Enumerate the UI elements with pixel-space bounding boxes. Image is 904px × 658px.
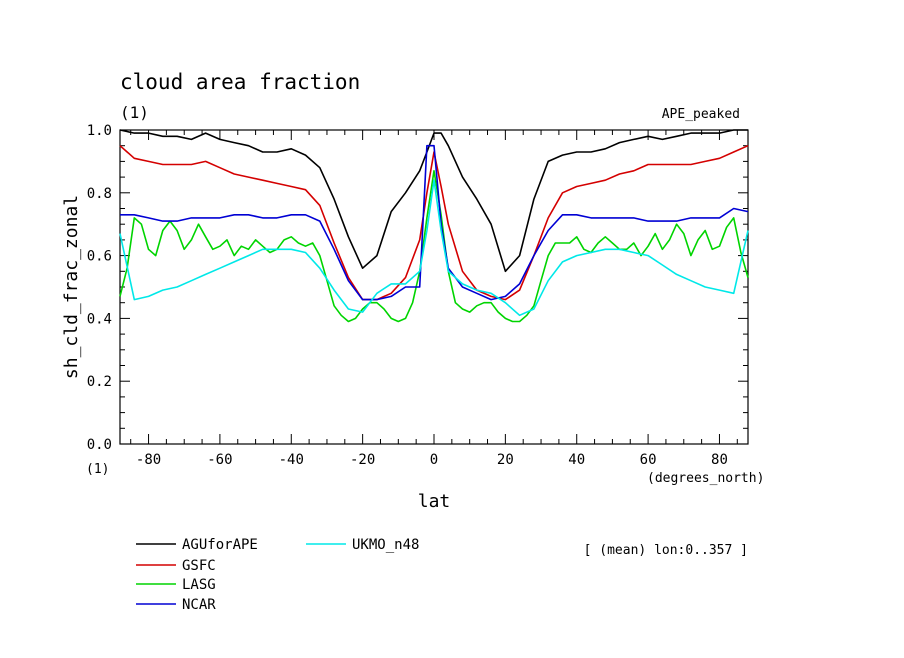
x-units-label: (degrees_north): [647, 471, 764, 486]
legend-label: LASG: [182, 577, 216, 593]
x-tick-label: 40: [568, 452, 585, 468]
y-tick-label: 0.6: [87, 249, 112, 265]
x-tick-label: 80: [711, 452, 728, 468]
y-tick-label: 0.4: [87, 311, 112, 327]
y-tick-label: 0.2: [87, 374, 112, 390]
experiment-label: APE_peaked: [662, 107, 740, 122]
units-label: (1): [120, 103, 149, 122]
y-tick-label: 0.0: [87, 437, 112, 453]
x-axis-label: lat: [418, 491, 451, 512]
series-line-lasg: [119, 170, 749, 323]
legend-label: UKMO_n48: [352, 537, 419, 553]
x-tick-label: 60: [640, 452, 657, 468]
legend-label: NCAR: [182, 597, 216, 613]
y-tick-label: 1.0: [87, 123, 112, 139]
legend-label: GSFC: [182, 558, 216, 574]
x-tick-label: -40: [279, 452, 304, 468]
series-line-gsfc: [119, 144, 749, 301]
legend: AGUforAPE GSFC LASG NCAR UKMO_n48: [136, 537, 419, 613]
series-line-aguforape: [119, 129, 748, 273]
x-tick-label: 20: [497, 452, 514, 468]
x-tick-label: 0: [430, 452, 438, 468]
x-tick-label: -80: [136, 452, 161, 468]
x-tick-label: -20: [350, 452, 375, 468]
chart-title: cloud area fraction: [120, 70, 360, 94]
series-line-ukmo-n48: [119, 179, 749, 317]
series-line-ncar: [120, 144, 749, 301]
x-tick-label: -60: [207, 452, 232, 468]
y-axis-label: sh_cld_frac_zonal: [61, 195, 82, 379]
plot-frame: [119, 129, 749, 445]
plot-area: -80 -60 -40 -20 0 20 40 60 80 0.0 0.2 0.4 0.6 0.8 1.0: [87, 123, 749, 468]
mean-note: [ (mean) lon:0..357 ]: [584, 543, 748, 558]
y-tick-label: 0.8: [87, 186, 112, 202]
y-units-label: (1): [86, 462, 109, 477]
legend-label: AGUforAPE: [182, 537, 258, 553]
